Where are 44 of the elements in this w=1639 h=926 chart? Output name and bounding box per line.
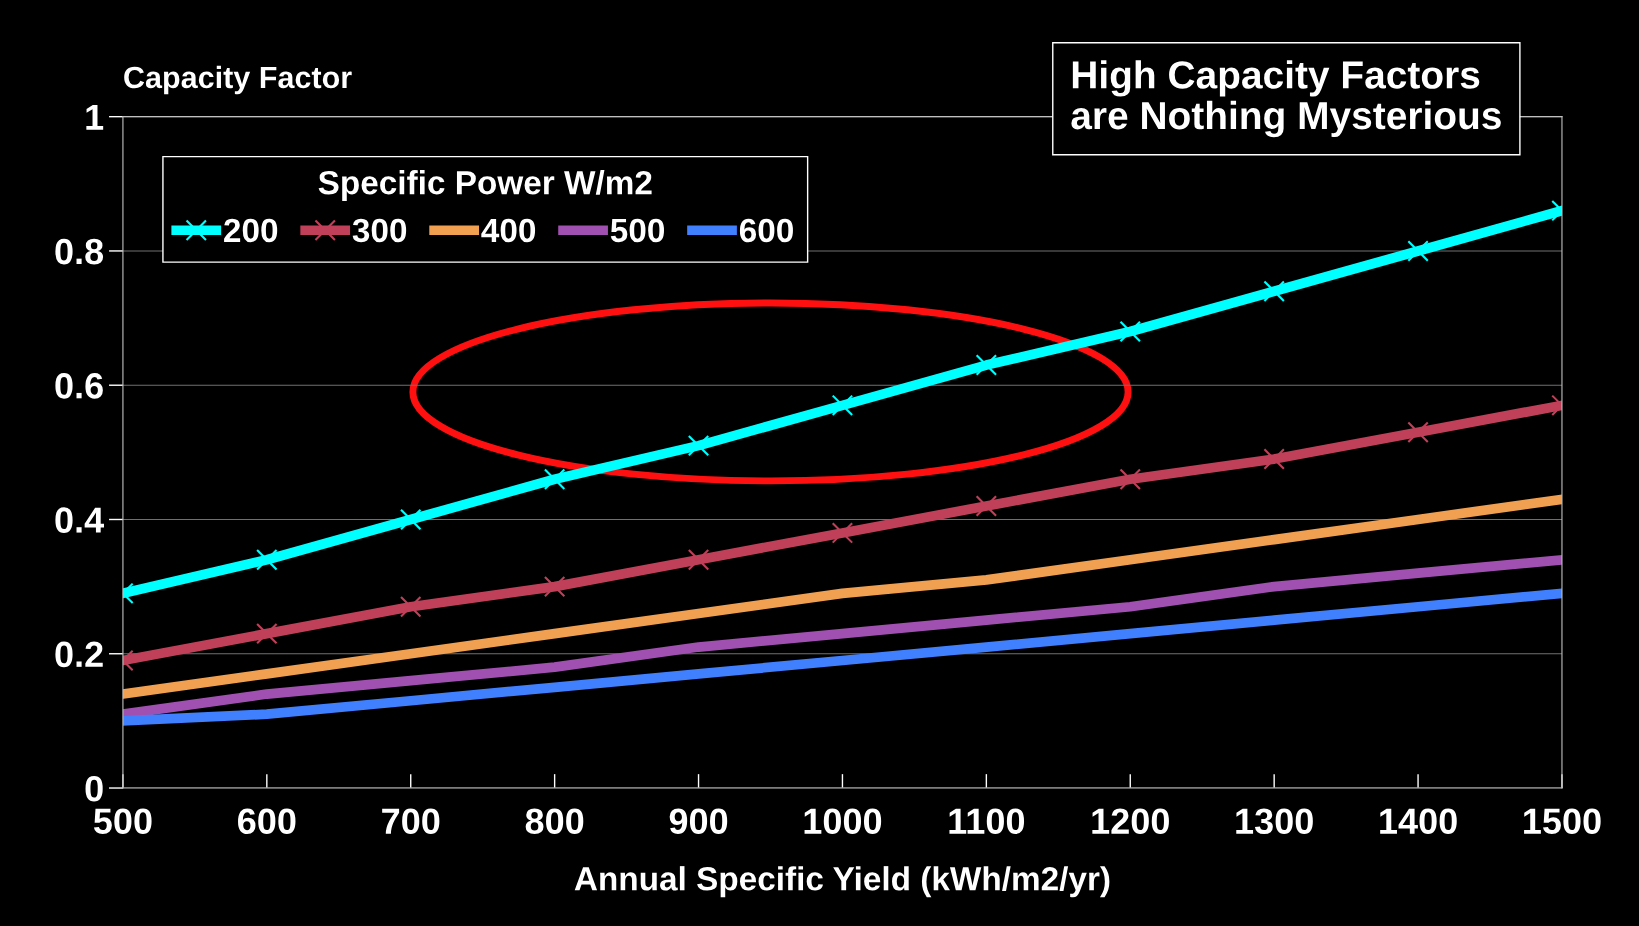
y-tick-label: 0.4 [55,507,104,533]
x-tick-label: 1100 [949,808,1025,834]
y-axis-title: Capacity Factor [124,65,352,95]
point [1407,240,1429,262]
x-tick-label: 500 [93,808,152,834]
point [399,596,422,618]
point [831,522,854,544]
y-tick-label: 0.8 [55,238,104,265]
legend-label: 400 [481,218,536,243]
legend-label: 300 [352,218,407,243]
x-tick-label: 1200 [1092,808,1169,834]
point [1263,280,1285,302]
point [831,394,854,417]
legend-label: 500 [610,218,664,243]
point [687,434,710,457]
legend-label: 600 [739,218,793,243]
point [1407,421,1429,443]
point [687,549,710,571]
point [399,508,422,531]
x-tick-label: 1000 [804,808,882,834]
x-axis-title: Annual Specific Yield (kWh/m2/yr) [574,866,1110,898]
x-tick-label: 1500 [1524,808,1601,834]
point [1119,468,1142,490]
y-tick-label: 0 [85,775,103,802]
x-tick-label: 1300 [1236,808,1313,835]
x-tick-label: 700 [382,808,440,834]
point [256,549,278,571]
x-tick-label: 1400 [1380,808,1457,834]
x-tick-label: 900 [669,808,728,834]
legend-title: Specific Power W/m2 [318,170,652,202]
x-tick-label: 600 [238,808,296,834]
point [975,354,998,376]
y-tick-label: 1 [86,104,104,130]
legend-label: 200 [224,218,278,243]
y-tick-label: 0.6 [55,373,103,399]
point [1263,448,1285,470]
point [1119,320,1142,343]
point [256,622,278,645]
x-tick-label: 800 [525,808,584,834]
point [975,495,998,517]
chart-title: High Capacity Factors are Nothing Mysterious [1071,60,1501,138]
y-tick-label: 0.2 [55,641,103,668]
point [543,468,566,490]
point [543,575,566,598]
